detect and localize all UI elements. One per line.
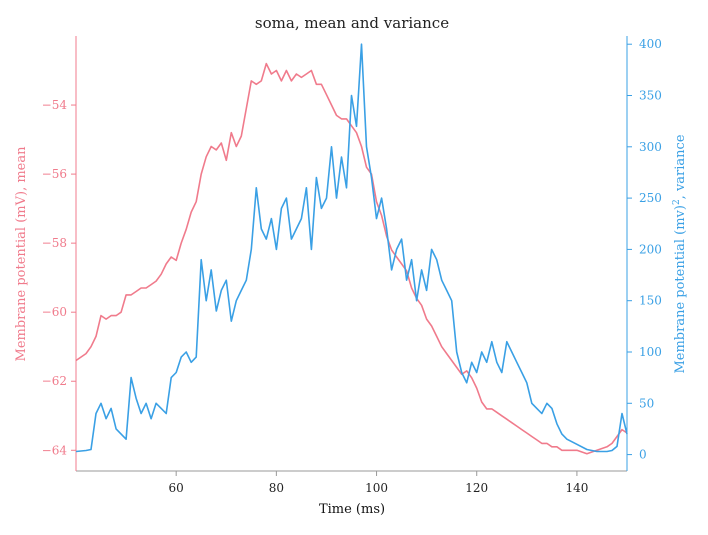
x-axis-label: Time (ms) — [319, 502, 385, 517]
y-axis-label-right-superscript: 2 — [672, 199, 682, 205]
y-axis-label-right: Membrane potential (mv)2, variance — [672, 134, 688, 373]
y-tick-label-left: −54 — [42, 98, 68, 112]
x-tick-label: 140 — [565, 481, 588, 495]
y-axis-label-right-base: Membrane potential (mv) — [673, 205, 688, 374]
y-axis-label-left: Membrane potential (mV), mean — [14, 146, 29, 362]
x-tick-label: 100 — [365, 481, 388, 495]
y-tick-label-left: −60 — [42, 305, 67, 319]
y-tick-label-right: 200 — [639, 242, 662, 256]
series-mean-line — [75, 62, 628, 455]
y-tick-label-right: 150 — [639, 294, 662, 308]
y-tick-label-right: 350 — [639, 89, 662, 103]
series-variance-line — [75, 43, 628, 453]
y-tick-label-right: 300 — [639, 140, 662, 154]
y-tick-label-right: 400 — [639, 37, 662, 51]
x-tick-label: 120 — [465, 481, 488, 495]
x-tick-label: 60 — [169, 481, 184, 495]
chart-title: soma, mean and variance — [255, 14, 449, 32]
plot-area: 60 80 100 120 140 −54 −56 −58 −60 −62 −64 0 50 100 150… — [42, 36, 662, 495]
y-tick-label-left: −56 — [42, 167, 67, 181]
y-axis-label-right-tail: , variance — [673, 134, 688, 199]
y-tick-label-left: −62 — [42, 374, 67, 388]
y-tick-label-left: −58 — [42, 236, 67, 250]
y-tick-label-right: 50 — [639, 396, 654, 410]
y-tick-label-left: −64 — [42, 443, 68, 457]
y-tick-label-right: 250 — [639, 191, 662, 205]
x-tick-label: 80 — [269, 481, 284, 495]
y-tick-label-right: 100 — [639, 345, 662, 359]
y-tick-label-right: 0 — [639, 448, 647, 462]
